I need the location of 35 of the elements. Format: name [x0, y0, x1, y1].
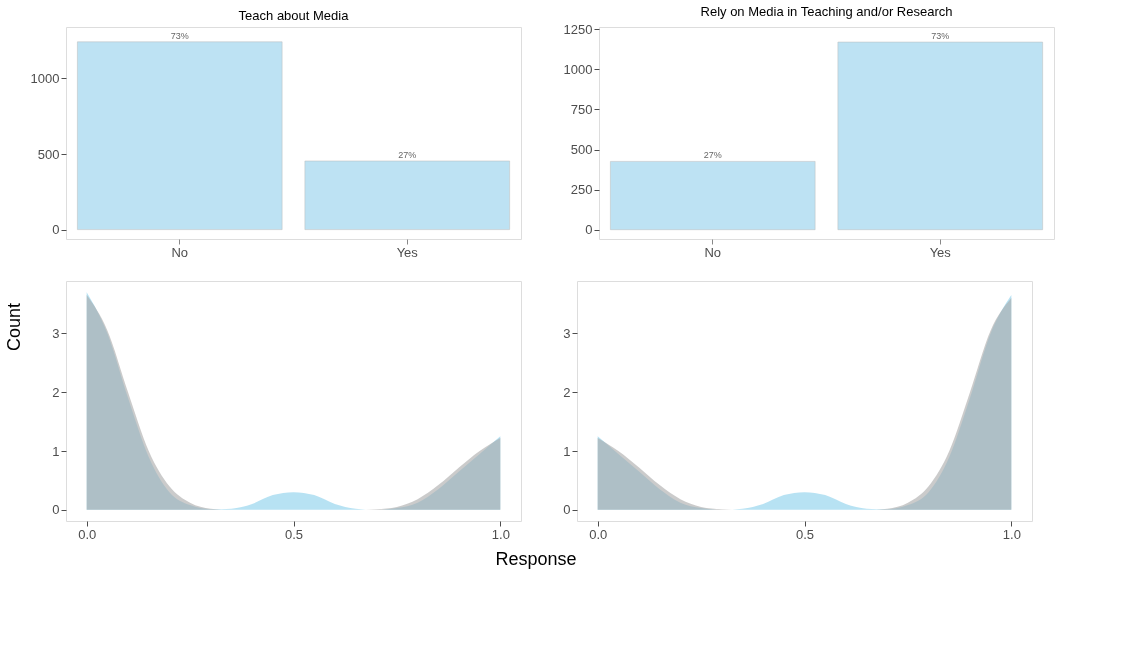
- y-tick-label: 500: [570, 142, 593, 158]
- annotation: 73%: [170, 30, 189, 41]
- chart-title: Rely on Media in Teaching and/or Research: [700, 4, 953, 20]
- x-tick-label: 1.0: [1002, 526, 1021, 542]
- x-tick-label: 1.0: [491, 526, 510, 542]
- y-tick-label: 0: [563, 502, 571, 518]
- annotation: 27%: [703, 150, 722, 161]
- x-tick-label: Yes: [396, 244, 419, 260]
- y-tick-label: 2: [52, 384, 60, 400]
- y-tick-label: 3: [52, 325, 60, 341]
- x-tick-label: 0.0: [78, 526, 97, 542]
- y-tick-label: 750: [570, 101, 593, 117]
- y-tick-label: 2: [563, 384, 571, 400]
- x-tick-label: 0.0: [589, 526, 608, 542]
- y-tick-label: 0: [585, 222, 593, 238]
- y-tick-label: 1000: [30, 70, 60, 86]
- x-tick-label: No: [704, 244, 722, 260]
- y-tick-label: 3: [563, 325, 571, 341]
- y-tick-label: 500: [37, 146, 60, 162]
- y-tick-label: 0: [52, 502, 60, 518]
- annotation: 73%: [931, 31, 950, 42]
- x-tick-label: Yes: [929, 244, 952, 260]
- y-tick-label: 1250: [563, 21, 593, 37]
- x-tick-label: 0.5: [284, 526, 304, 542]
- y-tick-label: 1: [52, 443, 60, 459]
- chart-title: Teach about Media: [238, 8, 350, 23]
- y-tick-label: 1000: [563, 61, 593, 77]
- y-axis-title: Count: [4, 302, 24, 352]
- annotation: 27%: [398, 149, 417, 160]
- y-tick-label: 250: [570, 182, 593, 198]
- y-tick-label: 1: [563, 443, 571, 459]
- x-axis-title: Response: [495, 549, 577, 569]
- y-tick-label: 0: [52, 222, 60, 238]
- x-tick-label: No: [171, 244, 189, 260]
- x-tick-label: 0.5: [795, 526, 815, 542]
